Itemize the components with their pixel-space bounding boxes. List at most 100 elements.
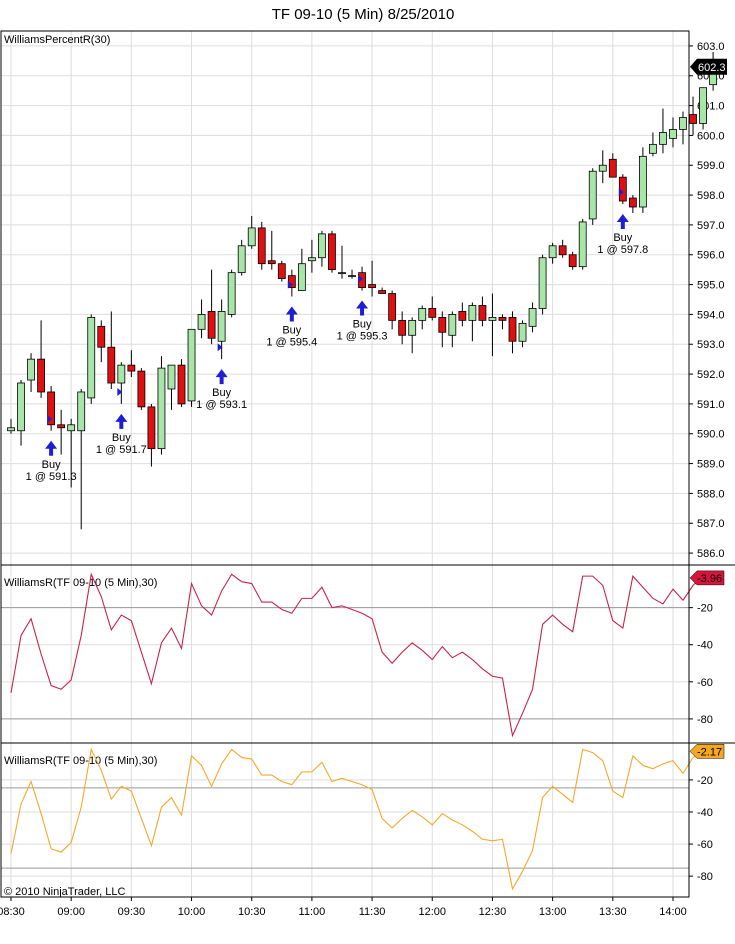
indicator-tick-label: -20: [697, 775, 713, 787]
candle-body: [608, 158, 617, 178]
candle-body: [578, 221, 587, 268]
candle-body: [137, 370, 146, 408]
candle-body: [659, 132, 667, 145]
candle-body: [418, 308, 427, 321]
price-tick-label: 589.0: [697, 459, 725, 471]
candle-body: [528, 308, 537, 327]
signal-fill-label: 1 @ 593.1: [196, 399, 247, 411]
buy-arrow-icon: [115, 413, 128, 429]
price-panel[interactable]: 603.0602.0601.0600.0599.0598.0597.0596.0…: [1, 31, 727, 565]
time-axis: 08:30 09:00 09:30 10:00 10:30 11:00 11:30 12:00…: [0, 897, 687, 918]
time-tick-label: 11:30: [359, 906, 386, 918]
indicator-tick-label: -40: [697, 807, 713, 819]
signal-fill-label: 1 @ 595.4: [266, 337, 317, 349]
candle-body: [247, 227, 256, 247]
last-price-label: 602.3: [698, 62, 726, 74]
williams-r-panel-1[interactable]: -20 -40 -60 -80 WilliamsR(TF 09-10 (5 Min),3…: [1, 565, 725, 743]
signal-side-label: Buy: [212, 387, 231, 399]
indicator-tick-label: -60: [697, 839, 713, 851]
price-tick-label: 597.0: [697, 220, 725, 232]
entry-marker: [287, 280, 293, 289]
price-tick-label: 593.0: [697, 339, 725, 351]
last-value-marker: [689, 570, 725, 586]
candle-body: [488, 316, 497, 321]
candle-body: [87, 316, 96, 399]
candle-body: [408, 319, 417, 336]
candle-body: [548, 245, 557, 259]
indicator-tick-label: -80: [697, 871, 713, 883]
candle-body: [448, 314, 457, 336]
candle-body: [628, 197, 637, 208]
last-value-marker: [689, 744, 725, 759]
candle-body: [318, 233, 326, 259]
price-tick-label: 594.0: [697, 309, 725, 321]
price-tick-label: 599.0: [697, 160, 725, 172]
candle-body: [37, 358, 45, 393]
candle-body: [27, 358, 35, 381]
buy-arrow-icon: [616, 214, 629, 230]
candle-body: [338, 272, 346, 275]
candle-body: [598, 164, 607, 172]
time-tick-label: 14:00: [659, 906, 687, 918]
candle-body: [568, 254, 577, 268]
price-tick-label: 598.0: [697, 190, 725, 202]
candle-body: [498, 316, 507, 321]
candle-body: [398, 319, 407, 336]
williams-r-panel-2[interactable]: -20 -40 -60 -80 WilliamsR(TF 09-10 (5 Min),3…: [1, 743, 725, 897]
candle-body: [47, 391, 56, 426]
candle-body: [147, 406, 156, 450]
entry-marker: [117, 387, 123, 396]
signal-fill-label: 1 @ 597.8: [597, 244, 648, 256]
entry-marker: [358, 274, 364, 283]
candle-body: [17, 382, 25, 432]
entry-marker: [618, 188, 624, 197]
candle-body: [77, 391, 86, 432]
signal-fill-label: 1 @ 591.3: [26, 471, 77, 483]
candle-body: [157, 367, 166, 450]
indicator-tick-label: -80: [697, 714, 713, 726]
candle-body: [428, 308, 437, 318]
candle-body: [127, 364, 136, 372]
candle-body: [57, 424, 66, 429]
indicator-tick-label: -40: [697, 640, 713, 652]
candle-body: [348, 275, 356, 278]
candle-body: [107, 346, 116, 384]
candle-body: [438, 316, 447, 333]
candle-body: [328, 233, 336, 271]
candle-body: [669, 129, 677, 139]
candle-body: [297, 263, 306, 291]
time-tick-label: 10:00: [178, 906, 206, 918]
time-tick-label: 09:30: [118, 906, 146, 918]
copyright-text: © 2010 NinjaTrader, LLC: [4, 886, 125, 898]
candle-body: [117, 364, 126, 384]
candle-body: [478, 305, 487, 321]
signal-side-label: Buy: [112, 432, 131, 444]
indicator-tick-label: -20: [697, 603, 713, 615]
signal-fill-label: 1 @ 595.3: [337, 331, 388, 343]
candle-body: [649, 143, 657, 154]
buy-arrow-icon: [215, 369, 228, 385]
signal-side-label: Buy: [42, 459, 61, 471]
candle-body: [689, 114, 697, 124]
williams-r-line: [10, 747, 714, 891]
time-tick-label: 10:30: [238, 906, 266, 918]
last-value-label: -3.96: [697, 573, 722, 585]
signal-side-label: Buy: [353, 319, 372, 331]
indicator-tick-label: -60: [697, 677, 713, 689]
indicator-panel-label: WilliamsR(TF 09-10 (5 Min),30): [4, 755, 157, 767]
buy-arrow-icon: [285, 306, 298, 322]
candle-body: [267, 260, 276, 265]
candle-body: [368, 284, 376, 288]
signal-side-label: Buy: [613, 232, 632, 244]
price-tick-label: 596.0: [697, 250, 725, 262]
price-tick-label: 588.0: [697, 488, 725, 500]
candle-body: [508, 316, 517, 342]
candle-body: [277, 263, 286, 280]
entry-marker: [47, 414, 53, 423]
candle-body: [97, 325, 106, 348]
last-price-marker: [690, 58, 727, 75]
candle-body: [679, 117, 687, 130]
time-tick-label: 13:30: [599, 906, 627, 918]
candle-body: [167, 364, 176, 390]
